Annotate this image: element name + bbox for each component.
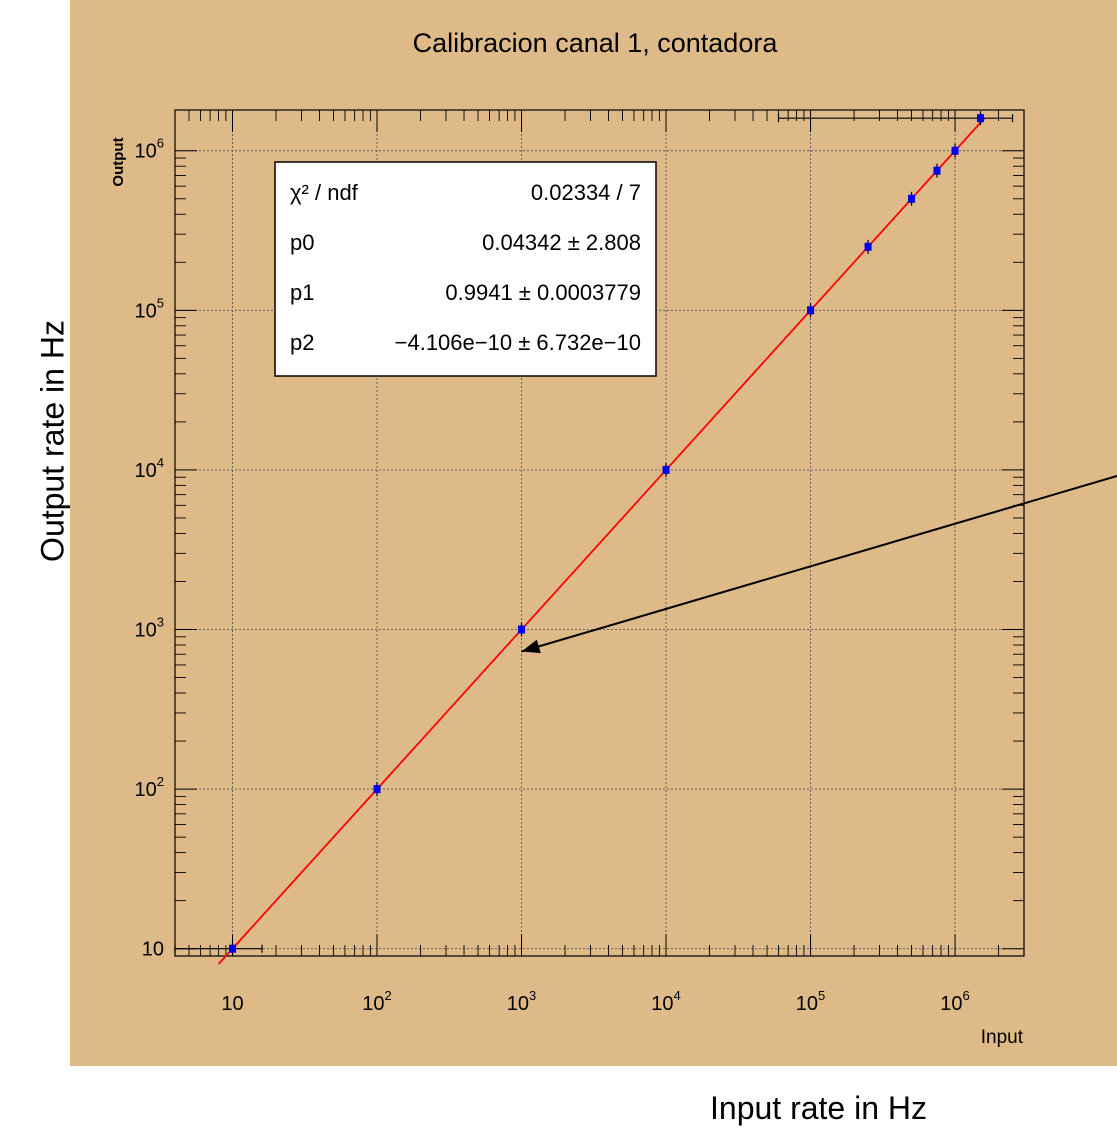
stats-value: 0.9941 ± 0.0003779	[445, 280, 641, 305]
stats-label: p1	[290, 280, 314, 305]
x-tick-label-exponent: 4	[674, 988, 681, 1003]
y-tick-label-base: 10	[135, 779, 157, 801]
x-tick-label-exponent: 5	[818, 988, 825, 1003]
annotation-arrow	[521, 475, 1117, 654]
y-tick-label-base: 10	[135, 460, 157, 482]
data-point	[951, 146, 959, 155]
stats-label: χ² / ndf	[290, 180, 359, 205]
y-tick-label: 105	[135, 295, 164, 322]
data-point	[662, 465, 670, 474]
x-tick-labels: 10 102 103 104 105 106	[221, 988, 969, 1015]
x-tick-label-base: 10	[796, 993, 818, 1015]
x-tick-label: 105	[796, 988, 825, 1015]
y-tick-label-base: 10	[142, 939, 164, 961]
y-tick-label-exponent: 6	[157, 136, 164, 151]
data-points	[229, 111, 984, 956]
y-tick-label-exponent: 4	[157, 455, 164, 470]
stats-value: 0.04342 ± 2.808	[482, 230, 641, 255]
x-tick-label-base: 10	[507, 993, 529, 1015]
x-tick-label: 102	[362, 988, 391, 1015]
data-point	[373, 785, 381, 794]
fit-line	[217, 117, 986, 965]
y-tick-label: 103	[135, 615, 164, 642]
data-point	[933, 166, 941, 175]
y-tick-label-exponent: 5	[157, 295, 164, 310]
x-tick-label-exponent: 2	[385, 988, 392, 1003]
x-tick-label: 103	[507, 988, 536, 1015]
axis-ticks	[174, 110, 1025, 957]
x-error-bars	[174, 114, 1014, 953]
x-tick-label-base: 10	[940, 993, 962, 1015]
y-tick-label: 10	[142, 939, 164, 961]
input-rate-label: Input rate in Hz	[710, 1090, 927, 1126]
output-rate-label: Output rate in Hz	[34, 320, 71, 562]
x-tick-label-base: 10	[362, 993, 384, 1015]
x-tick-label: 104	[651, 988, 680, 1015]
x-axis-label: Input	[981, 1027, 1024, 1048]
stats-box-frame	[274, 161, 657, 377]
y-axis-label: Output	[110, 137, 127, 186]
y-tick-label-base: 10	[135, 300, 157, 322]
y-tick-label-base: 10	[135, 620, 157, 642]
x-tick-label-exponent: 3	[529, 988, 536, 1003]
y-tick-label: 102	[135, 774, 164, 801]
data-point	[229, 944, 237, 953]
fit-stats-box: χ² / ndf 0.02334 / 7 p0 0.04342 ± 2.808 p1 0.…	[274, 161, 657, 377]
data-point	[518, 625, 526, 634]
y-tick-label-exponent: 3	[157, 615, 164, 630]
arrow-head	[521, 639, 541, 654]
root-canvas: Calibracion canal 1, contadora 10 102 103 1…	[70, 0, 1117, 1066]
y-tick-label-base: 10	[135, 141, 157, 163]
fit-curve	[217, 117, 986, 965]
arrow-shaft	[521, 475, 1117, 653]
data-point	[864, 242, 872, 251]
x-tick-label-base: 10	[651, 993, 673, 1015]
data-point	[976, 114, 984, 123]
data-point	[908, 194, 916, 203]
x-tick-label-exponent: 6	[963, 988, 970, 1003]
stats-label: p2	[290, 330, 314, 355]
x-tick-label: 10	[221, 993, 243, 1015]
x-tick-label-base: 10	[221, 993, 243, 1015]
y-tick-label: 104	[135, 455, 164, 482]
stats-value: −4.106e−10 ± 6.732e−10	[395, 330, 641, 355]
x-tick-label: 106	[940, 988, 969, 1015]
chart-title: Calibracion canal 1, contadora	[413, 28, 779, 58]
plot-frame	[174, 109, 1025, 957]
stats-label: p0	[290, 230, 314, 255]
y-tick-label: 106	[135, 136, 164, 163]
y-tick-label-exponent: 2	[157, 774, 164, 789]
data-point	[807, 306, 815, 315]
stats-value: 0.02334 / 7	[531, 180, 641, 205]
